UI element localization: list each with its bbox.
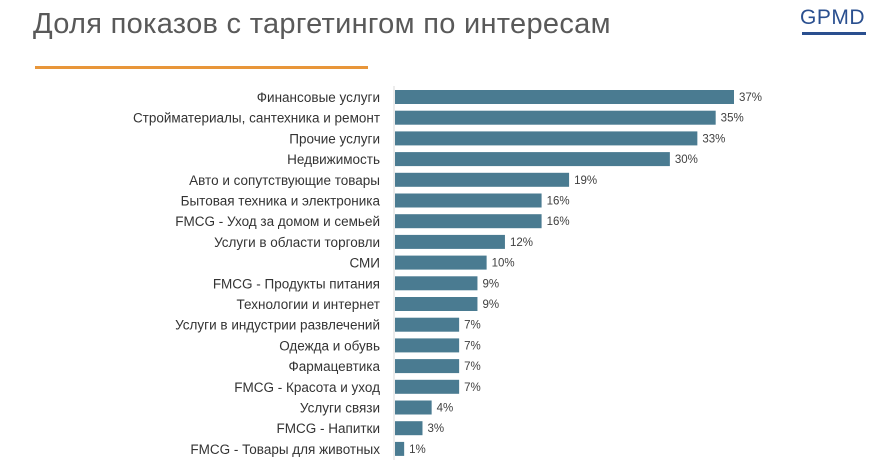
category-label: FMCG - Напитки [277, 421, 380, 436]
data-label: 1% [409, 444, 426, 456]
category-label: Услуги в индустрии развлечений [175, 318, 380, 333]
category-label: Недвижимость [287, 152, 380, 167]
bar [395, 214, 542, 229]
category-label: FMCG - Уход за домом и семьей [175, 214, 380, 229]
data-label: 9% [482, 278, 499, 290]
category-label: Услуги связи [300, 401, 380, 416]
bar [395, 297, 478, 311]
data-label: 7% [464, 320, 481, 332]
bar [395, 131, 698, 146]
bar [395, 317, 460, 332]
data-label: 9% [482, 299, 499, 311]
bar [395, 152, 670, 167]
bar [395, 338, 460, 353]
data-label: 16% [547, 216, 570, 228]
page-title: Доля показов с таргетингом по интересам [33, 8, 611, 40]
bar [395, 172, 570, 187]
category-label: Авто и сопутствующие товары [189, 173, 380, 188]
category-label: FMCG - Красота и уход [234, 380, 380, 395]
data-label: 10% [492, 258, 515, 270]
data-label: 30% [675, 154, 698, 166]
data-label: 3% [427, 423, 444, 435]
data-label: 37% [739, 92, 762, 104]
bar [395, 255, 487, 270]
category-label: Стройматериалы, сантехника и ремонт [133, 111, 380, 126]
bar [395, 379, 460, 394]
bar [395, 110, 716, 125]
data-label: 7% [464, 382, 481, 394]
bar [395, 359, 460, 374]
bar [395, 276, 478, 291]
data-label: 33% [702, 133, 725, 145]
bar [395, 193, 542, 208]
data-label: 7% [464, 340, 481, 352]
data-label: 16% [547, 196, 570, 208]
data-label: 4% [437, 403, 454, 415]
category-label: Одежда и обувь [279, 338, 380, 353]
category-label: Услуги в области торговли [214, 235, 380, 250]
category-label: Технологии и интернет [237, 297, 380, 312]
gpmd-logo: GPMD [800, 6, 865, 29]
bar [395, 400, 432, 415]
category-label: Финансовые услуги [257, 90, 380, 105]
logo-underline [802, 32, 866, 35]
category-label: СМИ [349, 256, 380, 271]
category-label: Фармацевтика [289, 359, 381, 374]
bar [395, 421, 423, 436]
data-label: 19% [574, 175, 597, 187]
bar [395, 90, 734, 104]
data-label: 7% [464, 361, 481, 373]
title-underline [35, 66, 368, 69]
category-label: FMCG - Товары для животных [190, 442, 380, 457]
category-label: Прочие услуги [289, 131, 380, 146]
category-label: Бытовая техника и электроника [181, 194, 381, 209]
bar [395, 234, 505, 249]
data-label: 35% [721, 113, 744, 125]
data-label: 12% [510, 237, 533, 249]
bar [395, 441, 405, 456]
category-label: FMCG - Продукты питания [213, 276, 380, 291]
